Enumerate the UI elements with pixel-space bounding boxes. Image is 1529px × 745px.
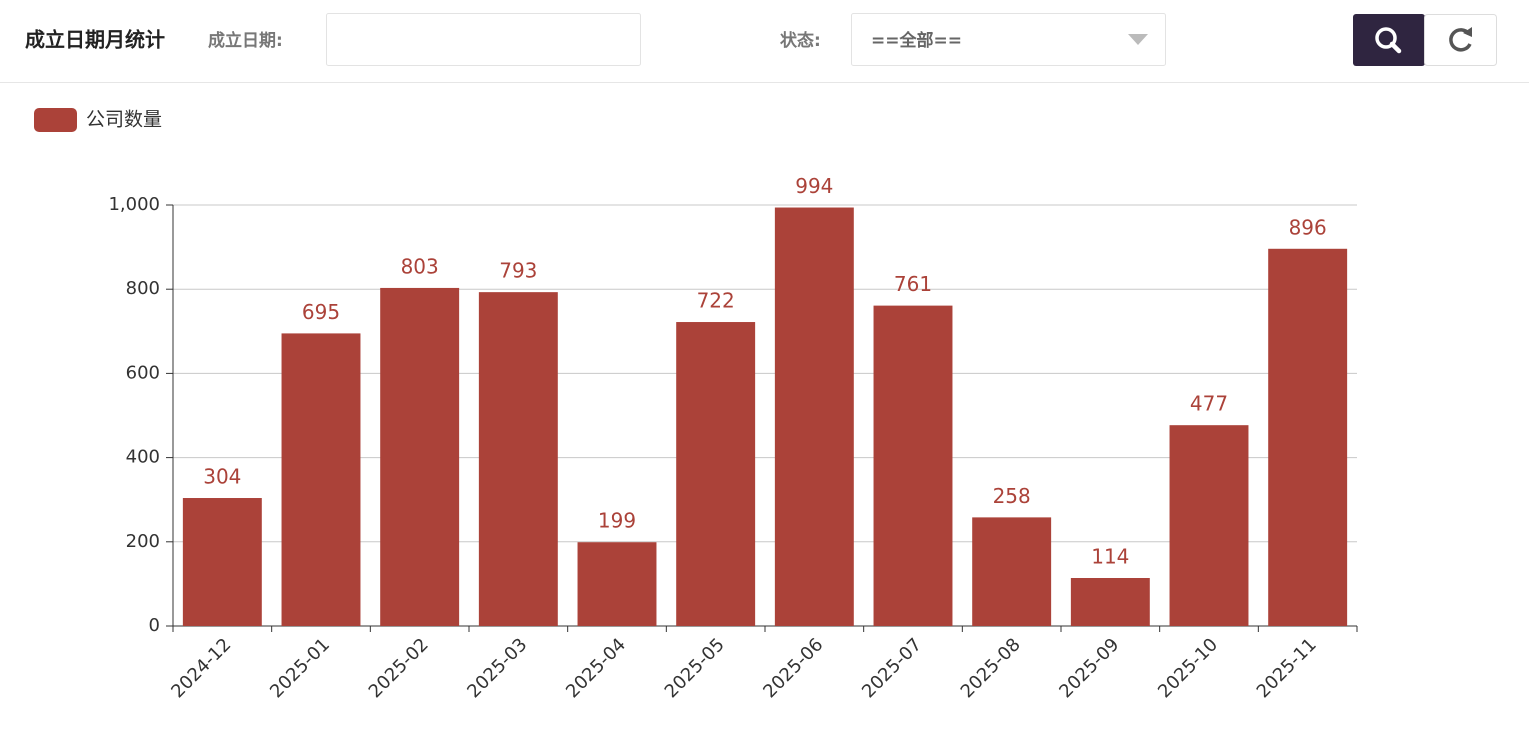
bar xyxy=(1169,425,1249,626)
bar xyxy=(577,542,657,626)
y-tick-label: 200 xyxy=(126,531,160,552)
bar xyxy=(1268,248,1348,626)
status-value: ==全部== xyxy=(871,30,962,51)
dropdown-arrow xyxy=(1128,34,1148,45)
y-tick-label: 400 xyxy=(126,447,160,468)
x-tick-label: 2025-10 xyxy=(1154,634,1222,702)
x-tick-label: 2024-12 xyxy=(167,634,235,702)
search-icon xyxy=(1375,27,1397,49)
x-tick-label: 2025-09 xyxy=(1055,634,1123,702)
x-tick-label: 2025-04 xyxy=(562,634,630,702)
bar xyxy=(380,287,460,626)
reset-icon xyxy=(1449,28,1472,52)
y-tick-label: 0 xyxy=(149,615,160,636)
x-tick-label: 2025-05 xyxy=(661,634,729,702)
value-label: 896 xyxy=(1289,215,1327,239)
bar xyxy=(182,498,262,626)
y-tick-label: 1,000 xyxy=(108,194,160,215)
bar xyxy=(478,292,558,626)
value-label: 761 xyxy=(894,272,932,296)
legend-swatch xyxy=(34,108,77,132)
x-tick-label: 2025-11 xyxy=(1253,634,1321,702)
search-icon-handle xyxy=(1389,41,1402,54)
value-label: 258 xyxy=(993,484,1031,508)
y-tick-label: 600 xyxy=(126,362,160,383)
date-label: 成立日期: xyxy=(208,30,283,51)
bar xyxy=(676,322,756,626)
value-label: 477 xyxy=(1190,392,1228,416)
bar xyxy=(1070,578,1150,626)
x-tick-label: 2025-02 xyxy=(365,634,433,702)
x-tick-label: 2025-06 xyxy=(759,634,827,702)
x-tick-label: 2025-07 xyxy=(858,634,926,702)
y-tick-label: 800 xyxy=(126,278,160,299)
value-label: 793 xyxy=(499,259,537,283)
value-label: 199 xyxy=(598,509,636,533)
x-tick-label: 2025-03 xyxy=(463,634,531,702)
bar xyxy=(873,305,953,626)
x-tick-label: 2025-01 xyxy=(266,634,334,702)
value-label: 722 xyxy=(697,289,735,313)
value-label: 114 xyxy=(1091,545,1129,569)
page-title: 成立日期月统计 xyxy=(25,28,165,52)
status-select[interactable] xyxy=(851,13,1166,66)
value-label: 803 xyxy=(401,254,439,278)
value-label: 994 xyxy=(795,174,833,198)
search-button[interactable] xyxy=(1353,14,1425,66)
date-input[interactable] xyxy=(326,13,641,66)
toolbar xyxy=(0,0,1529,82)
legend-label: 公司数量 xyxy=(86,109,162,131)
bar xyxy=(281,333,361,626)
bar xyxy=(774,207,854,626)
value-label: 304 xyxy=(203,465,241,489)
x-tick-label: 2025-08 xyxy=(957,634,1025,702)
reset-button[interactable] xyxy=(1424,14,1497,66)
reset-icon-arrow xyxy=(1463,27,1472,37)
value-label: 695 xyxy=(302,300,340,324)
bar xyxy=(972,517,1052,626)
status-label: 状态: xyxy=(780,30,821,51)
